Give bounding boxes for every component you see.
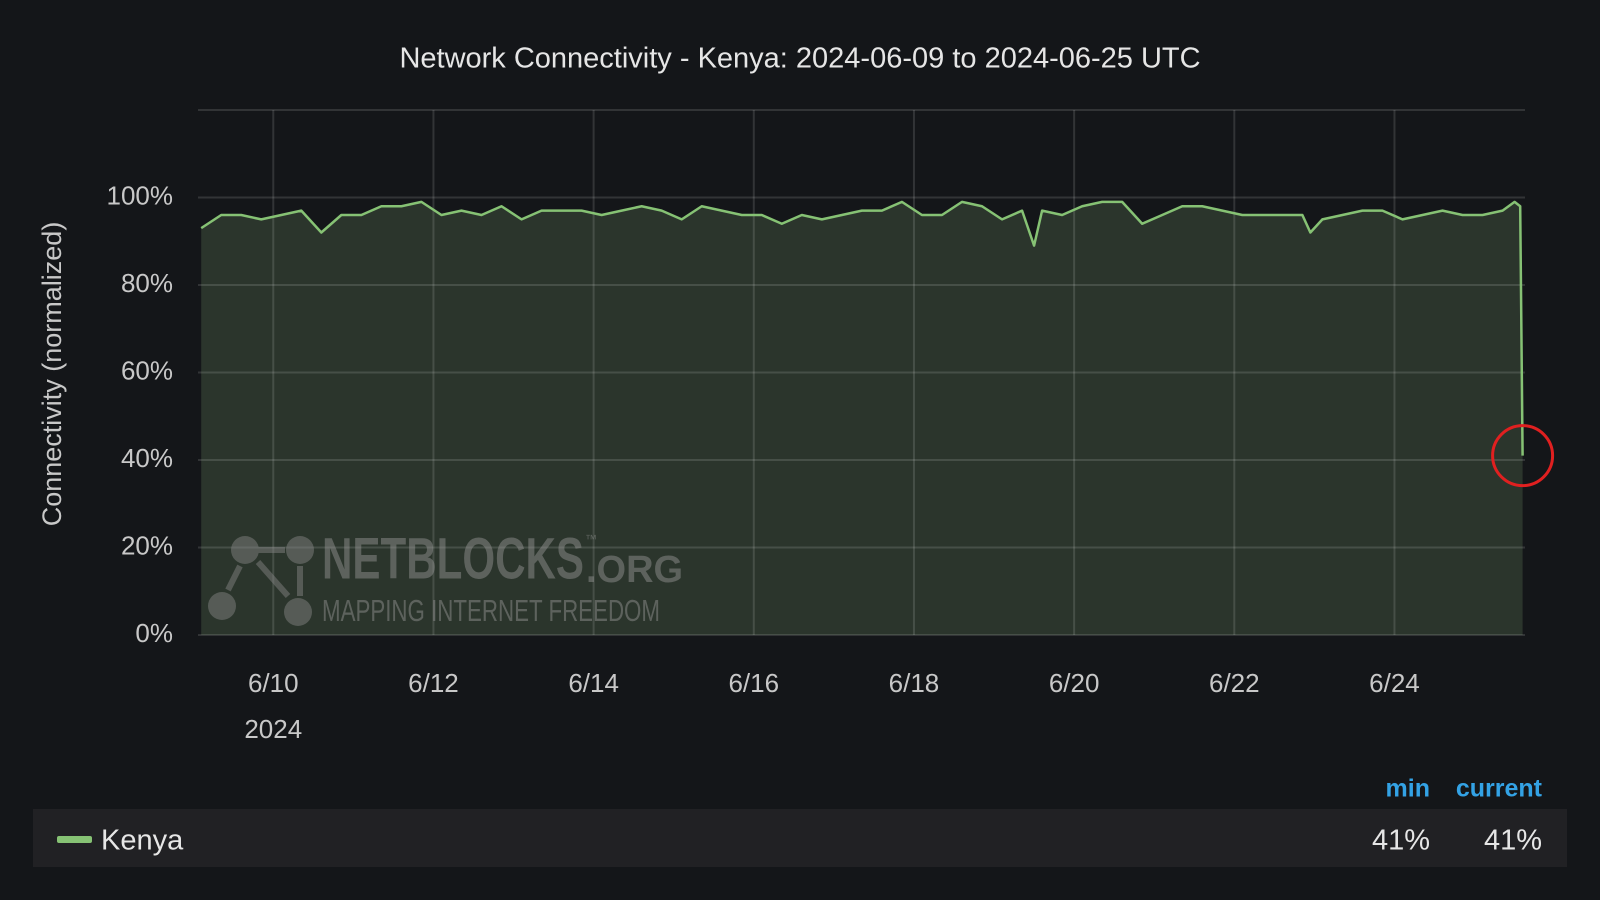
- watermark-brand: NETBLOCKS: [322, 526, 584, 591]
- y-tick-label: 60%: [121, 355, 173, 385]
- x-year-label: 2024: [244, 714, 302, 744]
- x-tick-label: 6/16: [728, 668, 779, 698]
- legend-header[interactable]: min: [1386, 775, 1430, 803]
- watermark-link: [225, 564, 243, 592]
- watermark-node: [286, 536, 314, 564]
- watermark: NETBLOCKS .ORG ™ MAPPING INTERNET FREEDO…: [208, 526, 683, 628]
- x-tick-label: 6/24: [1369, 668, 1420, 698]
- legend-entry[interactable]: Kenya: [101, 825, 184, 857]
- legend-stat: 41%: [1484, 825, 1542, 857]
- line: [200, 200, 1524, 456]
- x-tick-label: 6/22: [1209, 668, 1260, 698]
- watermark-tagline: MAPPING INTERNET FREEDOM: [322, 593, 660, 628]
- legend-row: [33, 809, 1567, 867]
- watermark-link: [255, 560, 291, 598]
- x-tick-label: 6/10: [248, 668, 299, 698]
- legend-swatch: [57, 836, 92, 843]
- y-tick-label: 0%: [135, 618, 173, 648]
- legend-header[interactable]: current: [1456, 775, 1543, 803]
- x-tick-label: 6/12: [408, 668, 459, 698]
- chart-title: Network Connectivity - Kenya: 2024-06-09…: [399, 43, 1200, 75]
- y-tick-label: 40%: [121, 443, 173, 473]
- y-axis-label: Connectivity (normalized): [37, 222, 67, 527]
- y-tick-label: 100%: [107, 180, 174, 210]
- legend-stat: 41%: [1372, 825, 1430, 857]
- watermark-node: [231, 536, 259, 564]
- watermark-node: [284, 598, 312, 626]
- watermark-trademark: ™: [585, 532, 597, 546]
- highlight-circle: [1491, 424, 1555, 488]
- x-tick-label: 6/14: [568, 668, 619, 698]
- watermark-domain: .ORG: [586, 549, 683, 591]
- area: [201, 201, 1523, 635]
- x-tick-label: 6/20: [1049, 668, 1100, 698]
- x-tick-label: 6/18: [889, 668, 940, 698]
- y-tick-label: 20%: [121, 530, 173, 560]
- plot-area: 0% 20% 40% 60% 80% 100% 6/10 6/12 6/14 6/16 6/18 6/…: [107, 109, 1525, 744]
- y-tick-label: 80%: [121, 268, 173, 298]
- watermark-node: [208, 592, 236, 620]
